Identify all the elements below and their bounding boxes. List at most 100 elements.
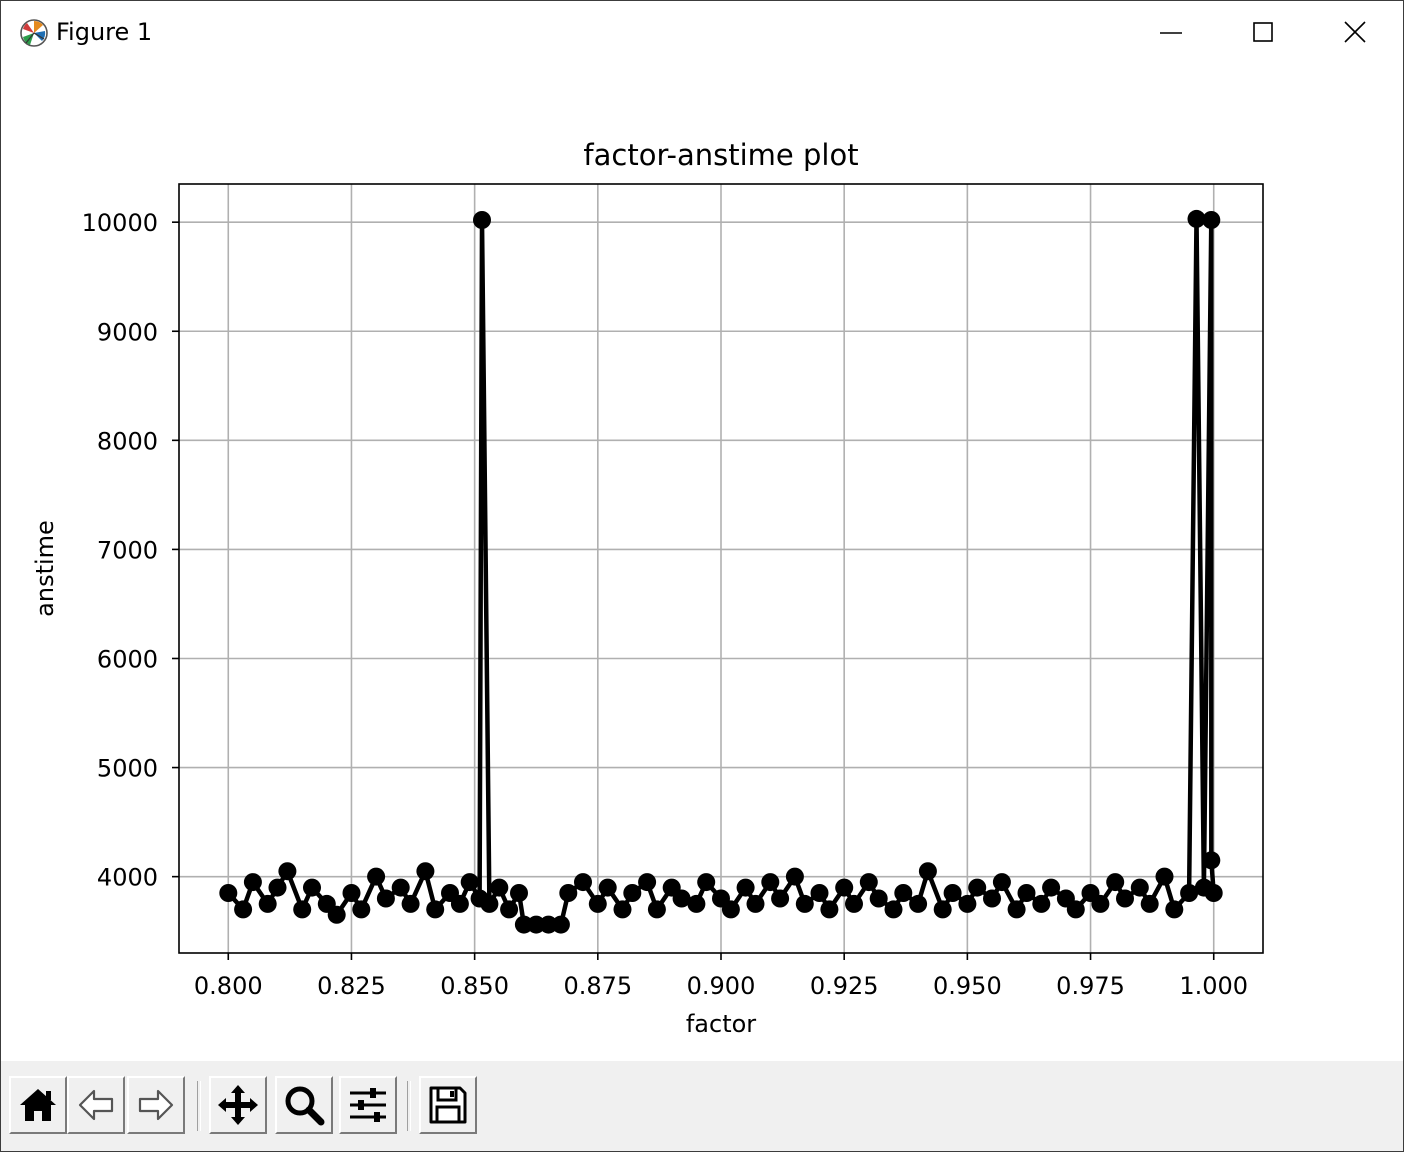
data-point [687, 894, 706, 913]
sliders-icon [350, 1088, 386, 1122]
data-point [1017, 884, 1036, 902]
data-point [845, 894, 863, 913]
data-point [293, 900, 312, 919]
data-point [460, 873, 479, 892]
data-point [1202, 851, 1221, 870]
y-tick-label: 6000 [97, 645, 158, 673]
data-point [820, 900, 839, 919]
y-tick-label: 8000 [97, 427, 158, 455]
data-point [647, 900, 666, 919]
data-point [795, 894, 814, 913]
data-point [234, 900, 253, 919]
data-point [1032, 894, 1051, 913]
data-point [539, 915, 558, 934]
data-point [450, 894, 469, 913]
data-point [376, 889, 395, 908]
x-tick-label: 0.900 [687, 972, 756, 1000]
back-button[interactable] [67, 1076, 125, 1134]
data-point [1042, 878, 1061, 897]
data-point [697, 873, 716, 892]
data-point [278, 862, 297, 881]
maximize-icon [1253, 22, 1273, 42]
navigation-toolbar [1, 1061, 1403, 1151]
home-button[interactable] [9, 1076, 67, 1134]
data-point [514, 915, 533, 934]
data-point [613, 900, 632, 919]
data-point [1165, 900, 1184, 919]
data-point [391, 878, 410, 897]
data-point [909, 894, 928, 913]
data-point [1106, 873, 1125, 892]
data-point [1130, 878, 1149, 897]
magnifier-icon [285, 1086, 325, 1126]
data-point [721, 900, 740, 919]
y-tick-label: 9000 [97, 318, 158, 346]
y-tick-label: 7000 [97, 536, 158, 564]
toolbar-separator [197, 1081, 201, 1131]
floppy-disk-icon [429, 1086, 467, 1124]
y-tick-label: 10000 [82, 209, 158, 237]
data-point [473, 211, 491, 229]
save-button[interactable] [419, 1076, 477, 1134]
data-point [1155, 867, 1174, 886]
data-point [1091, 894, 1110, 913]
title-bar[interactable]: Figure 1 [1, 1, 1403, 63]
data-point [510, 884, 528, 902]
data-point [559, 884, 578, 902]
home-icon [20, 1089, 56, 1121]
data-point [588, 894, 607, 913]
data-point [785, 867, 804, 886]
data-point [983, 889, 1001, 908]
data-point [1116, 889, 1134, 908]
data-point [480, 894, 499, 913]
data-point [258, 894, 277, 913]
configure-subplots-button[interactable] [339, 1076, 397, 1134]
arrow-left-icon [78, 1089, 114, 1121]
x-tick-label: 0.825 [317, 972, 386, 1000]
data-point [416, 862, 435, 881]
data-point [1187, 209, 1206, 228]
data-point [623, 884, 642, 902]
close-button[interactable] [1309, 1, 1401, 63]
forward-button[interactable] [127, 1076, 185, 1134]
x-tick-label: 1.000 [1179, 972, 1248, 1000]
data-point [761, 873, 780, 892]
y-tick-label: 4000 [97, 864, 158, 892]
data-point [933, 900, 952, 919]
data-point [1204, 884, 1223, 902]
x-tick-label: 0.875 [563, 972, 632, 1000]
zoom-button[interactable] [275, 1076, 333, 1134]
data-point [869, 889, 888, 908]
x-tick-label: 0.925 [810, 972, 879, 1000]
minimize-icon [1160, 32, 1182, 34]
maximize-button[interactable] [1217, 1, 1309, 63]
figure-canvas[interactable]: 0.800 0.825 0.850 0.875 0.900 0.925 0.950 0.975… [1, 63, 1403, 1061]
data-point [303, 878, 321, 897]
pan-button[interactable] [209, 1076, 267, 1134]
minimize-button[interactable] [1125, 1, 1217, 63]
x-axis-label: factor [686, 1010, 756, 1038]
data-point [367, 867, 386, 886]
move-icon [218, 1085, 258, 1125]
data-point [401, 894, 420, 913]
data-point [527, 915, 546, 934]
close-icon [1344, 21, 1366, 43]
data-point [1180, 884, 1199, 902]
data-point [1066, 900, 1085, 919]
data-point [918, 862, 937, 881]
x-tick-label: 0.800 [194, 972, 263, 1000]
chart[interactable]: 0.800 0.825 0.850 0.875 0.900 0.925 0.950 0.975… [1, 63, 1403, 1061]
data-point [992, 873, 1011, 892]
data-point [490, 878, 509, 897]
y-tick-label: 5000 [97, 755, 158, 783]
data-point [884, 900, 903, 919]
data-point [672, 889, 691, 908]
data-point [342, 884, 361, 902]
data-point [771, 889, 790, 908]
data-point [352, 900, 371, 919]
data-point [574, 873, 592, 892]
data-point [426, 900, 445, 919]
data-point [943, 884, 962, 902]
x-tick-label: 0.975 [1056, 972, 1125, 1000]
